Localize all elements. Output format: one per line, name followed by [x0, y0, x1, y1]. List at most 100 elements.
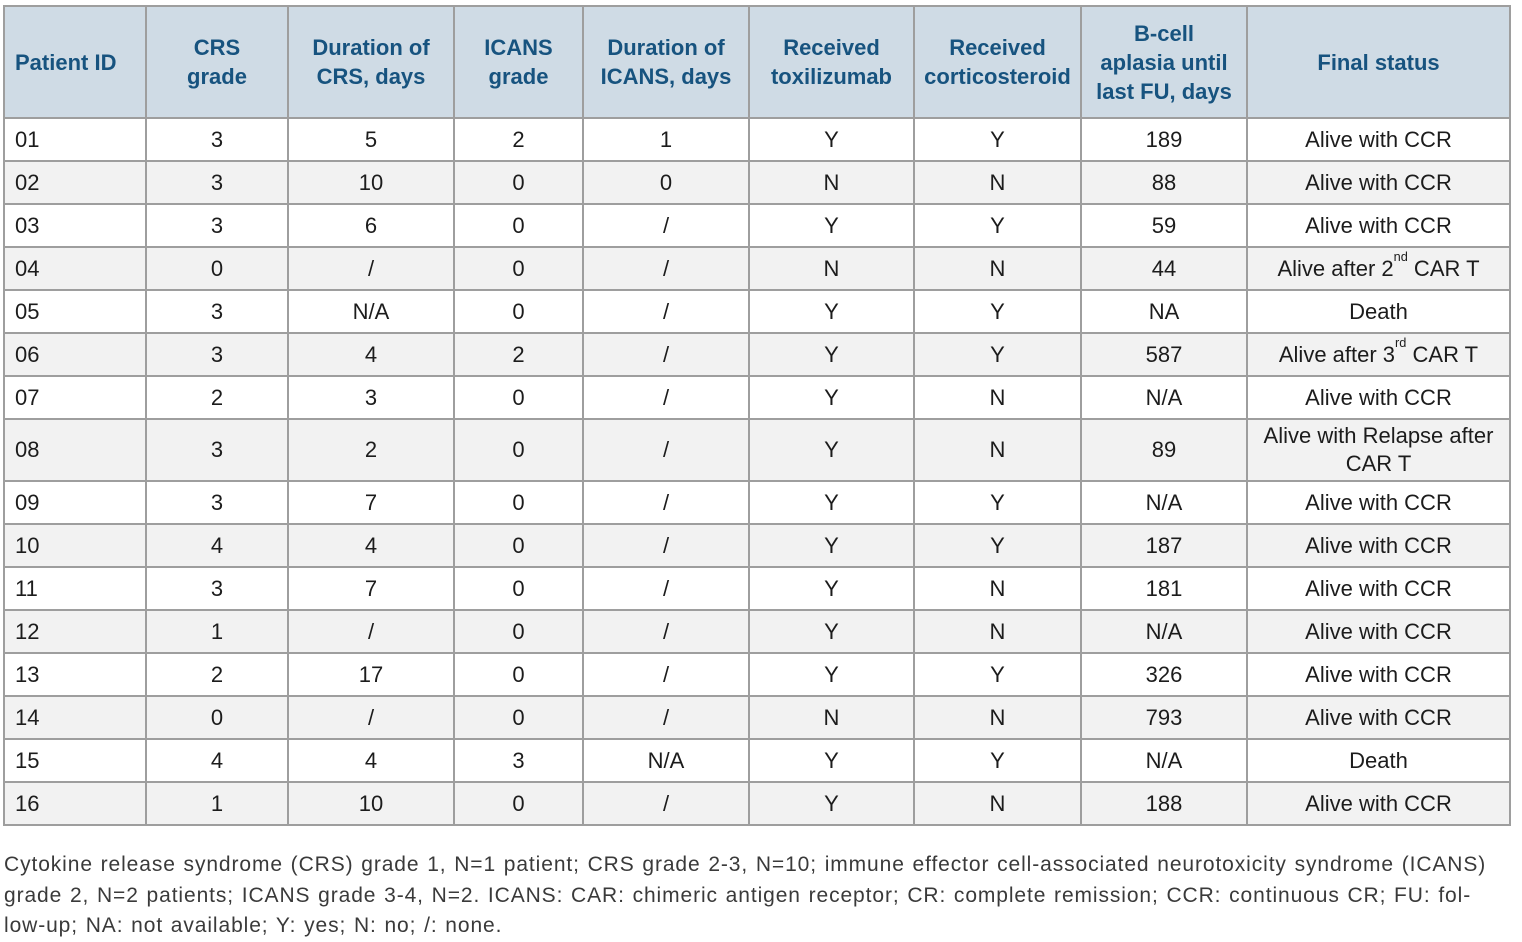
cell-toxilizumab: Y [748, 781, 915, 826]
patients-table: Patient ID CRS grade Duration of CRS, days… [3, 5, 1511, 826]
cell-crs_duration: 2 [287, 418, 455, 482]
cell-corticosteroid: Y [913, 203, 1082, 248]
cell-crs_grade: 3 [145, 289, 289, 334]
cell-crs_duration: / [287, 246, 455, 291]
cell-crs_grade: 2 [145, 375, 289, 420]
cell-final_status: Alive with CCR [1246, 203, 1511, 248]
cell-final_status: Alive with CCR [1246, 375, 1511, 420]
cell-icans_grade: 0 [453, 289, 584, 334]
cell-crs_grade: 3 [145, 203, 289, 248]
col-header-toxilizumab: Received toxilizumab [748, 5, 915, 119]
table-row: 10 4 4 0/Y Y 187 Alive with CCR [3, 523, 1511, 568]
cell-b_cell_aplasia: 88 [1080, 160, 1248, 205]
cell-icans_duration: / [582, 781, 750, 826]
cell-crs_grade: 3 [145, 332, 289, 377]
cell-b_cell_aplasia: 187 [1080, 523, 1248, 568]
table-row: 06 3 4 2/Y Y 587 Alive after 3rd CAR T [3, 332, 1511, 377]
cell-corticosteroid: N [913, 418, 1082, 482]
cell-final_status: Alive after 2nd CAR T [1246, 246, 1511, 291]
cell-corticosteroid: N [913, 160, 1082, 205]
cell-crs_duration: N/A [287, 289, 455, 334]
cell-crs_duration: 7 [287, 480, 455, 525]
cell-toxilizumab: N [748, 246, 915, 291]
cell-icans_duration: / [582, 695, 750, 740]
cell-icans_duration: / [582, 332, 750, 377]
table-row: 13 2 17 0/Y Y 326 Alive with CCR [3, 652, 1511, 697]
cell-toxilizumab: Y [748, 609, 915, 654]
cell-patient_id: 03 [3, 203, 147, 248]
cell-b_cell_aplasia: 326 [1080, 652, 1248, 697]
cell-toxilizumab: Y [748, 332, 915, 377]
cell-patient_id: 11 [3, 566, 147, 611]
cell-crs_duration: 10 [287, 781, 455, 826]
cell-crs_grade: 3 [145, 480, 289, 525]
cell-icans_duration: / [582, 652, 750, 697]
cell-crs_grade: 1 [145, 609, 289, 654]
table-row: 15 4 4 3 N/A Y Y N/A Death [3, 738, 1511, 783]
cell-patient_id: 05 [3, 289, 147, 334]
cell-icans_grade: 0 [453, 695, 584, 740]
col-header-patient_id: Patient ID [3, 5, 147, 119]
cell-crs_duration: 5 [287, 117, 455, 162]
cell-icans_grade: 0 [453, 480, 584, 525]
cell-icans_duration: / [582, 418, 750, 482]
cell-toxilizumab: Y [748, 375, 915, 420]
table-row: 05 3 N/A 0/Y Y NA Death [3, 289, 1511, 334]
cell-crs_duration: / [287, 609, 455, 654]
cell-patient_id: 02 [3, 160, 147, 205]
cell-b_cell_aplasia: 181 [1080, 566, 1248, 611]
cell-icans_duration: / [582, 480, 750, 525]
cell-corticosteroid: Y [913, 523, 1082, 568]
cell-corticosteroid: Y [913, 332, 1082, 377]
cell-crs_grade: 0 [145, 246, 289, 291]
cell-toxilizumab: Y [748, 480, 915, 525]
cell-icans_grade: 0 [453, 203, 584, 248]
cell-icans_duration: / [582, 246, 750, 291]
cell-patient_id: 14 [3, 695, 147, 740]
footnote-line: grade 2, N=2 patients; ICANS grade 3-4, … [4, 883, 1472, 907]
cell-crs_duration: / [287, 695, 455, 740]
cell-toxilizumab: Y [748, 523, 915, 568]
cell-final_status: Alive with CCR [1246, 117, 1511, 162]
cell-crs_grade: 4 [145, 523, 289, 568]
cell-corticosteroid: N [913, 609, 1082, 654]
col-header-crs_duration: Duration of CRS, days [287, 5, 455, 119]
table-row: 03 3 6 0/Y Y 59 Alive with CCR [3, 203, 1511, 248]
cell-icans_duration: / [582, 523, 750, 568]
cell-patient_id: 04 [3, 246, 147, 291]
table-row: 14 0/0/N N 793 Alive with CCR [3, 695, 1511, 740]
cell-crs_grade: 3 [145, 418, 289, 482]
cell-icans_duration: / [582, 289, 750, 334]
cell-b_cell_aplasia: 188 [1080, 781, 1248, 826]
cell-crs_duration: 4 [287, 738, 455, 783]
table-row: 12 1/0/Y N N/A Alive with CCR [3, 609, 1511, 654]
cell-toxilizumab: Y [748, 652, 915, 697]
cell-final_status: Death [1246, 738, 1511, 783]
cell-icans_duration: / [582, 609, 750, 654]
cell-final_status: Alive with CCR [1246, 523, 1511, 568]
cell-crs_duration: 3 [287, 375, 455, 420]
cell-crs_duration: 7 [287, 566, 455, 611]
cell-final_status: Alive with CCR [1246, 609, 1511, 654]
cell-final_status: Death [1246, 289, 1511, 334]
cell-corticosteroid: Y [913, 289, 1082, 334]
cell-final_status: Alive with CCR [1246, 652, 1511, 697]
table-row: 04 0/0/N N 44 Alive after 2nd CAR T [3, 246, 1511, 291]
cell-toxilizumab: N [748, 695, 915, 740]
cell-icans_grade: 0 [453, 652, 584, 697]
cell-b_cell_aplasia: 44 [1080, 246, 1248, 291]
table-row: 09 3 7 0/Y Y N/A Alive with CCR [3, 480, 1511, 525]
cell-corticosteroid: N [913, 375, 1082, 420]
cell-patient_id: 15 [3, 738, 147, 783]
cell-b_cell_aplasia: N/A [1080, 738, 1248, 783]
cell-b_cell_aplasia: 89 [1080, 418, 1248, 482]
cell-crs_duration: 10 [287, 160, 455, 205]
cell-final_status: Alive with Relapse after CAR T [1246, 418, 1511, 482]
footnote-line: low-up; NA: not available; Y: yes; N: no… [4, 914, 503, 937]
cell-icans_grade: 2 [453, 332, 584, 377]
cell-icans_grade: 0 [453, 418, 584, 482]
cell-b_cell_aplasia: 59 [1080, 203, 1248, 248]
cell-crs_grade: 0 [145, 695, 289, 740]
cell-final_status: Alive after 3rd CAR T [1246, 332, 1511, 377]
cell-icans_duration: 1 [582, 117, 750, 162]
